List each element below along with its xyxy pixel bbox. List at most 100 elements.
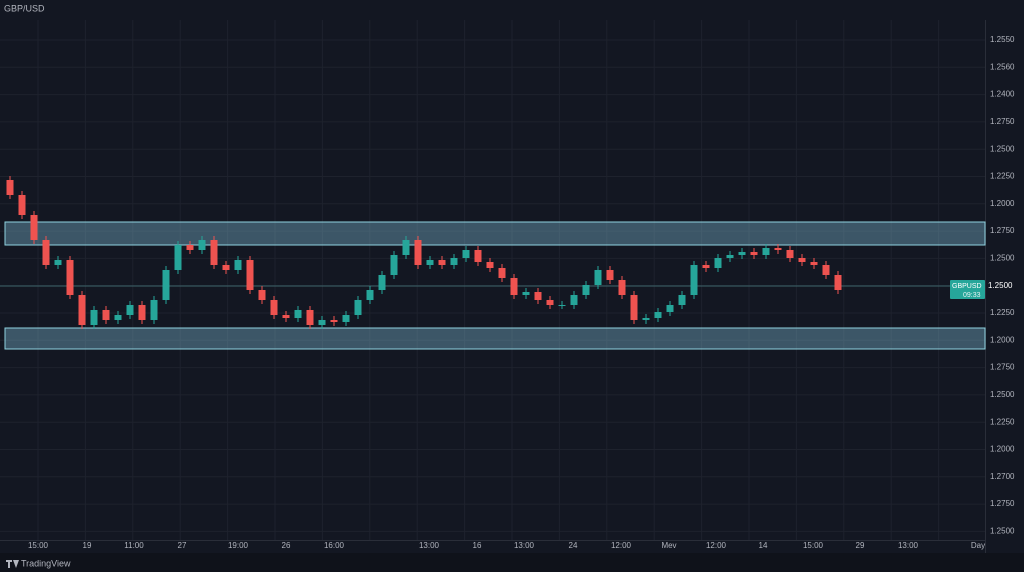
candle-body: [330, 320, 338, 322]
candle-body: [306, 310, 314, 325]
candle-body: [210, 240, 218, 265]
time-label: Day: [971, 541, 985, 550]
time-label: 12:00: [611, 541, 632, 550]
time-label: 29: [856, 541, 865, 550]
candle-body: [486, 262, 494, 268]
candle-body: [30, 215, 38, 240]
time-label: 19: [83, 541, 92, 550]
candle-body: [126, 305, 134, 315]
candle-body: [54, 260, 62, 265]
footer-bar: [0, 553, 1024, 572]
candle-body: [822, 265, 830, 275]
time-label: 27: [178, 541, 187, 550]
candle-body: [642, 318, 650, 320]
time-label: 11:00: [124, 541, 144, 550]
time-label: 13:00: [419, 541, 440, 550]
candle-body: [42, 240, 50, 265]
candle-body: [462, 250, 470, 258]
candle-body: [714, 258, 722, 268]
time-label: 15:00: [803, 541, 824, 550]
candle-body: [522, 292, 530, 295]
time-label: 24: [569, 541, 578, 550]
time-label: 13:00: [514, 541, 535, 550]
brand-name: TradingView: [21, 558, 71, 568]
candle-body: [294, 310, 302, 318]
zone: [4, 221, 986, 246]
time-label: Mev: [661, 541, 676, 550]
candle-body: [498, 268, 506, 278]
price-scale-label: 1.2500: [990, 254, 1015, 263]
candle-body: [618, 280, 626, 295]
price-scale-label: 1.2750: [990, 226, 1015, 235]
candle-body: [690, 265, 698, 295]
candle-body: [750, 252, 758, 255]
candle-body: [774, 248, 782, 250]
time-label: 12:00: [706, 541, 727, 550]
price-scale-label: 1.2560: [990, 62, 1015, 71]
time-label: 13:00: [898, 541, 919, 550]
candle-body: [174, 245, 182, 270]
price-scale-label: 1.2750: [990, 117, 1015, 126]
candle-body: [270, 300, 278, 315]
candle-body: [654, 312, 662, 318]
candle-body: [414, 240, 422, 265]
price-badge-symbol: GBPUSD: [952, 283, 982, 290]
candle-body: [90, 310, 98, 325]
candle-body: [546, 300, 554, 305]
candle-body: [6, 180, 14, 195]
time-label: 16: [473, 541, 482, 550]
candle-body: [510, 278, 518, 295]
candle-body: [810, 262, 818, 265]
candle-body: [318, 320, 326, 325]
candle-body: [78, 295, 86, 325]
candle-body: [630, 295, 638, 320]
price-scale-label: 1.2250: [990, 308, 1015, 317]
candle-body: [702, 265, 710, 268]
price-scale-label: 1.2250: [990, 417, 1015, 426]
candle-body: [438, 260, 446, 265]
candle-body: [606, 270, 614, 280]
price-scale-label: 1.2000: [990, 199, 1015, 208]
candle-body: [558, 305, 566, 306]
price-scale-label: 1.2500: [990, 144, 1015, 153]
candle-body: [786, 250, 794, 258]
price-scale-label: 1.2000: [990, 445, 1015, 454]
candle-body: [582, 285, 590, 295]
candle-body: [534, 292, 542, 300]
candle-body: [18, 195, 26, 215]
candle-body: [66, 260, 74, 295]
time-label: 16:00: [324, 541, 345, 550]
candle-body: [834, 275, 842, 290]
candle-body: [594, 270, 602, 285]
candle-body: [666, 305, 674, 312]
candle-body: [162, 270, 170, 300]
price-scale-label: 1.2550: [990, 35, 1015, 44]
candle-body: [390, 255, 398, 275]
candle-body: [258, 290, 266, 300]
candle-body: [426, 260, 434, 265]
price-scale-label: 1.2000: [990, 335, 1015, 344]
candle-body: [474, 250, 482, 262]
price-badge: [950, 280, 985, 299]
price-scale-label: 1.2750: [990, 499, 1015, 508]
candle-body: [198, 240, 206, 250]
price-scale-label: 1.2700: [990, 472, 1015, 481]
candle-body: [282, 315, 290, 318]
price-scale-label: 1.2750: [990, 363, 1015, 372]
candle-body: [798, 258, 806, 262]
price-scale-label: 1.2500: [990, 390, 1015, 399]
candle-body: [246, 260, 254, 290]
candle-body: [114, 315, 122, 320]
candle-body: [378, 275, 386, 290]
candle-body: [726, 255, 734, 258]
time-label: 15:00: [28, 541, 49, 550]
time-label: 14: [759, 541, 768, 550]
price-badge-price: 1.2500: [988, 281, 1013, 290]
price-scale-label: 1.2500: [990, 527, 1015, 536]
candle-body: [354, 300, 362, 315]
candle-body: [102, 310, 110, 320]
price-badge-countdown: 09:33: [963, 292, 981, 299]
candle-body: [186, 245, 194, 250]
